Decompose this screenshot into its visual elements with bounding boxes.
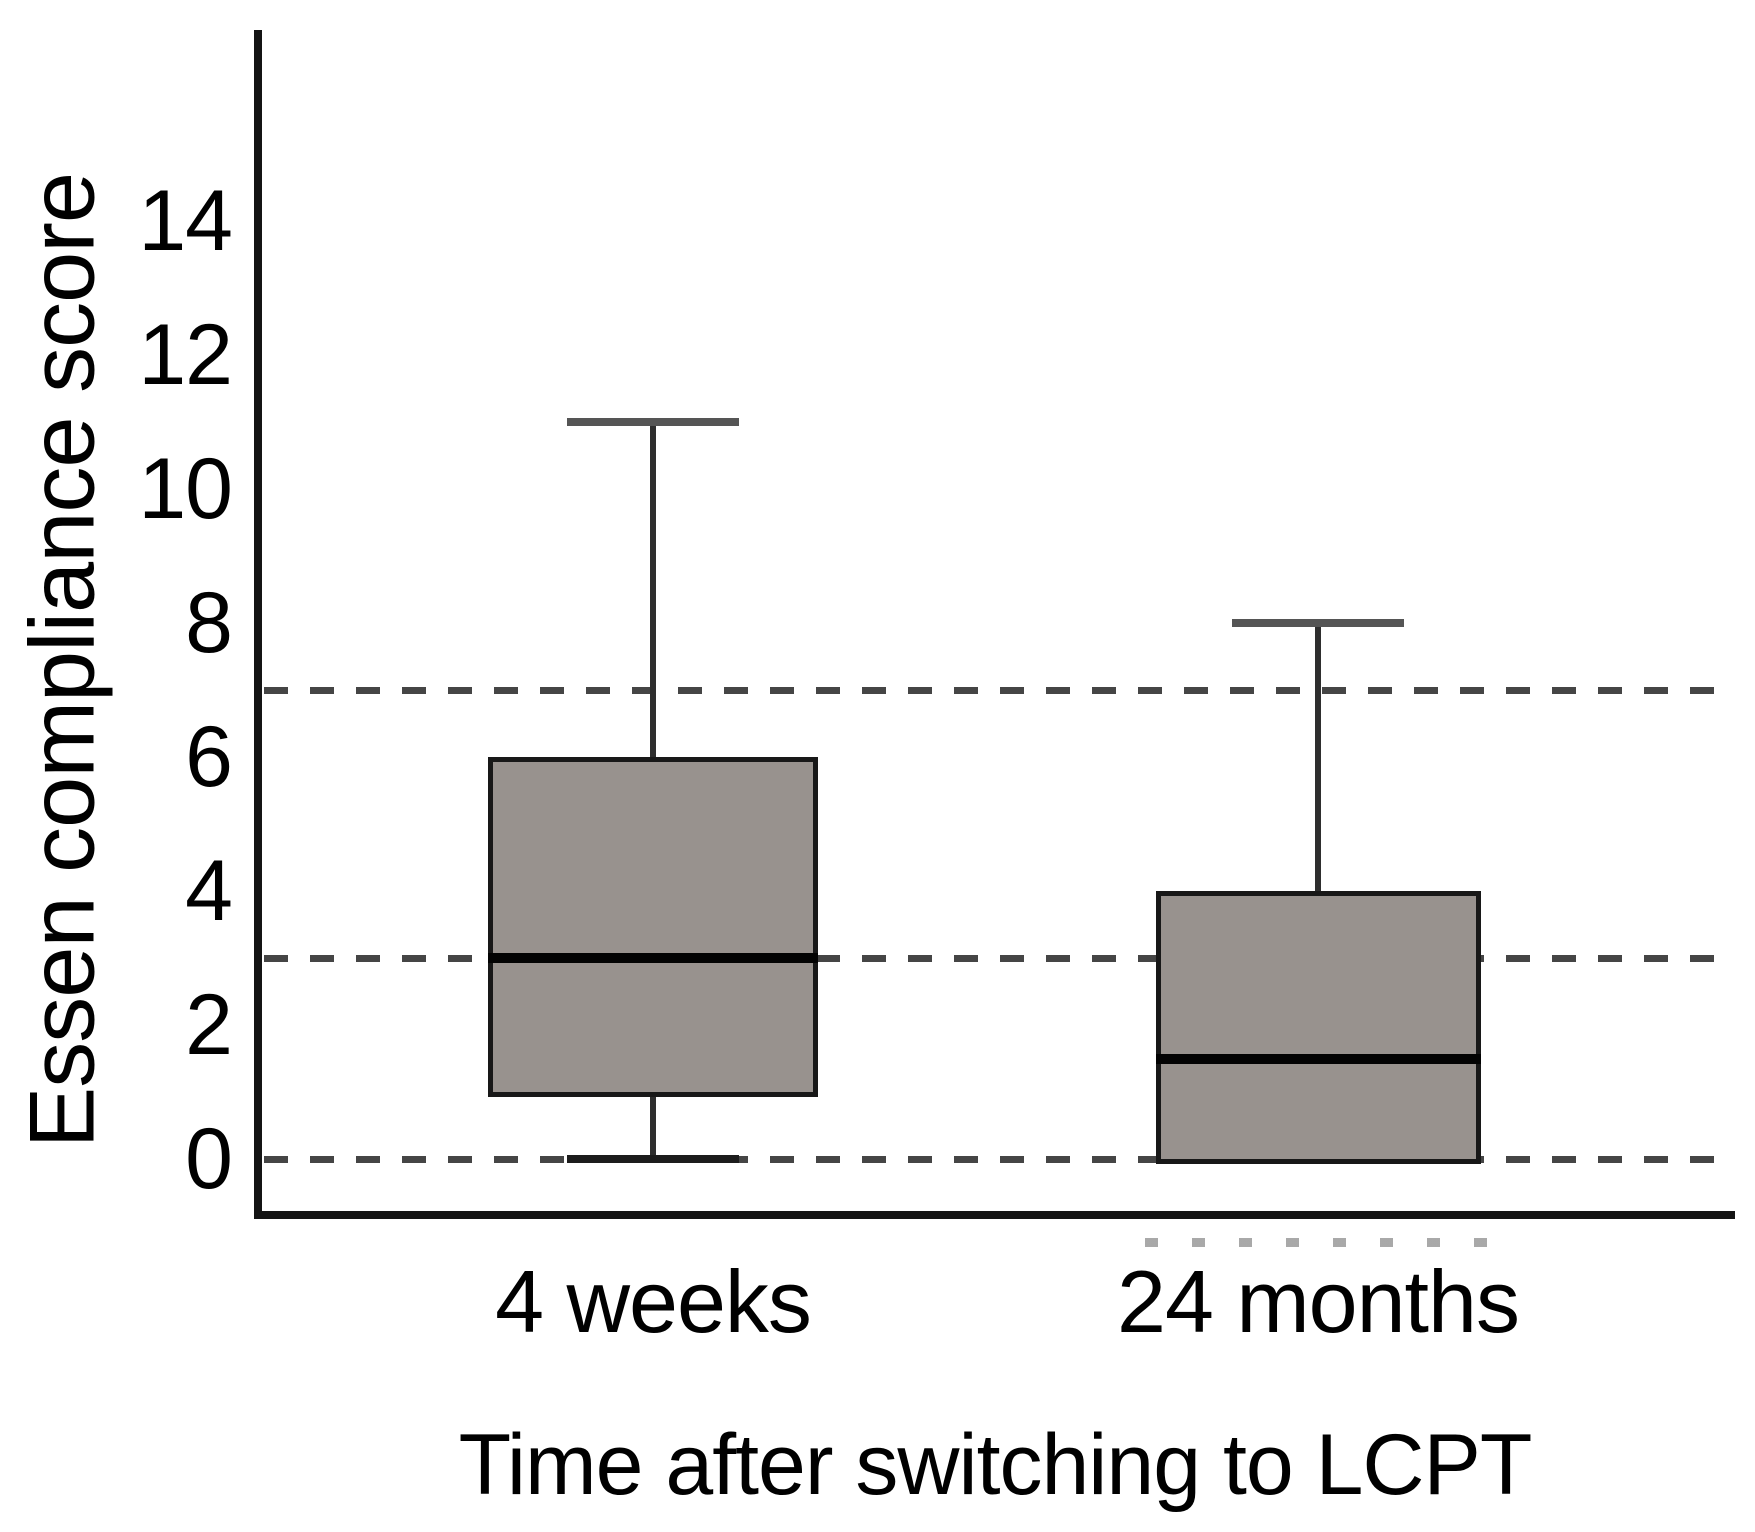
y-tick-label: 4 (185, 843, 233, 939)
iqr-box (1155, 891, 1481, 1164)
y-tick-label: 10 (138, 441, 233, 537)
y-tick-label: 6 (185, 709, 233, 805)
median-line (1155, 1053, 1481, 1064)
x-category-label: 24 months (1117, 1252, 1520, 1351)
y-tick-label: 2 (185, 977, 233, 1073)
y-axis-title: Essen compliance score (11, 172, 114, 1149)
lower-whisker-cap (567, 1155, 739, 1163)
upper-whisker (650, 422, 656, 757)
lower-whisker (650, 1092, 656, 1159)
upper-whisker (1315, 623, 1321, 891)
y-tick-label: 0 (185, 1111, 233, 1207)
upper-whisker-cap (1232, 619, 1404, 627)
y-tick-label: 8 (185, 575, 233, 671)
reference-line-y3 (264, 955, 1722, 962)
iqr-box (488, 757, 818, 1097)
y-tick-label: 12 (138, 307, 233, 403)
reference-line-y0 (264, 1156, 1722, 1163)
x-axis-title: Time after switching to LCPT (458, 1417, 1533, 1513)
x-axis-line (254, 1211, 1735, 1219)
reference-line-y7 (264, 687, 1722, 694)
erased-text-artifact (1145, 1238, 1517, 1247)
y-axis-line (254, 30, 262, 1219)
upper-whisker-cap (567, 418, 739, 426)
x-category-label: 4 weeks (495, 1252, 812, 1351)
y-tick-label: 14 (138, 173, 233, 269)
median-line (488, 953, 818, 963)
